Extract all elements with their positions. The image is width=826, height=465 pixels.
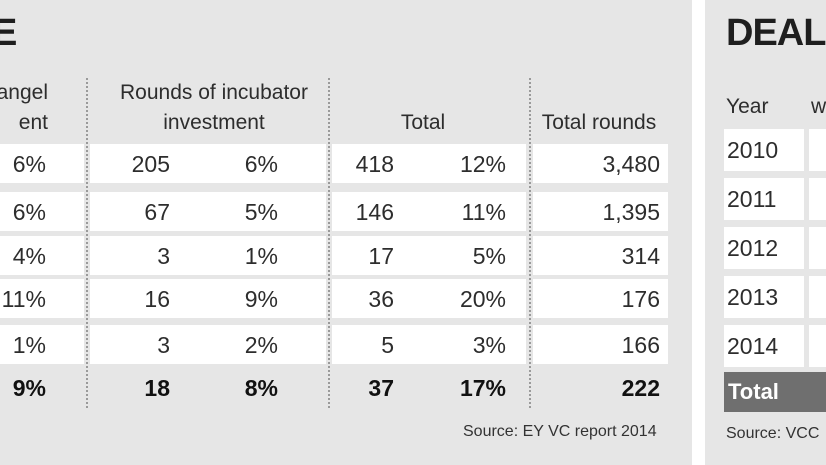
total-count-cell: 5 <box>381 332 394 358</box>
table-row-background <box>533 236 668 275</box>
left-table-title: E <box>0 12 17 54</box>
table-row-background <box>90 279 326 318</box>
total-count-cell: 37 <box>368 375 394 401</box>
column-divider <box>328 78 330 408</box>
total-rounds-cell: 3,480 <box>602 151 660 177</box>
year-cell: 2013 <box>727 284 779 310</box>
header-angel: angel ent <box>0 78 48 138</box>
angel-percent-cell: 4% <box>12 243 46 269</box>
left-source-note: Source: EY VC report 2014 <box>463 423 657 440</box>
year-row-background <box>724 276 804 318</box>
table-row-background <box>0 144 84 183</box>
header-angel-line1: angel <box>0 81 48 104</box>
table-row-background <box>90 236 326 275</box>
incubator-count-cell: 16 <box>144 286 170 312</box>
header-total: Total <box>400 111 446 134</box>
header-incubator-line1: Rounds of incubator <box>120 81 308 104</box>
total-percent-cell: 17% <box>459 375 506 401</box>
header-total-rounds: Total rounds <box>541 111 657 134</box>
incubator-percent-cell: 8% <box>244 375 278 401</box>
total-rounds-cell: 222 <box>621 375 660 401</box>
year-row-background <box>809 178 826 220</box>
year-row-background <box>724 129 804 171</box>
right-table-title: DEAL S <box>726 12 826 54</box>
table-row-background <box>90 192 326 231</box>
table-row-background <box>332 279 526 318</box>
column-divider <box>529 78 531 408</box>
year-cell: 2014 <box>727 333 779 359</box>
table-row-background <box>0 279 84 318</box>
total-row-bar <box>724 372 826 412</box>
incubator-percent-cell: 5% <box>244 199 278 225</box>
table-row-background <box>90 325 326 364</box>
table-row-background <box>0 236 84 275</box>
total-percent-cell: 20% <box>459 286 506 312</box>
header-incubator: Rounds of incubator investment <box>100 78 328 138</box>
total-percent-cell: 12% <box>459 151 506 177</box>
total-count-cell: 36 <box>368 286 394 312</box>
table-row-background <box>0 192 84 231</box>
incubator-count-cell: 3 <box>157 332 170 358</box>
year-cell: 2012 <box>727 235 779 261</box>
year-cell: 2011 <box>727 186 777 212</box>
total-count-cell: 146 <box>355 199 394 225</box>
incubator-count-cell: 205 <box>131 151 170 177</box>
total-rounds-cell: 1,395 <box>602 199 660 225</box>
right-source-note: Source: VCC <box>726 425 820 442</box>
total-rounds-cell: 176 <box>621 286 660 312</box>
left-table-panel <box>0 0 692 465</box>
table-row-background <box>332 236 526 275</box>
total-count-cell: 418 <box>355 151 394 177</box>
total-rounds-cell: 166 <box>621 332 660 358</box>
incubator-percent-cell: 9% <box>244 286 278 312</box>
incubator-percent-cell: 2% <box>244 332 278 358</box>
header-angel-line2: ent <box>18 111 48 134</box>
header-year: Year <box>726 95 769 118</box>
total-rounds-cell: 314 <box>621 243 660 269</box>
total-count-cell: 17 <box>368 243 394 269</box>
table-row-background <box>533 325 668 364</box>
angel-percent-cell: 9% <box>12 375 46 401</box>
year-row-background <box>809 129 826 171</box>
table-row-background <box>0 325 84 364</box>
angel-percent-cell: 11% <box>1 286 46 312</box>
incubator-percent-cell: 1% <box>244 243 278 269</box>
year-row-background <box>724 178 804 220</box>
angel-percent-cell: 6% <box>12 199 46 225</box>
angel-percent-cell: 6% <box>12 151 46 177</box>
year-row-background <box>724 325 804 367</box>
total-percent-cell: 11% <box>461 199 506 225</box>
header-incubator-line2: investment <box>163 111 265 134</box>
total-row-label: Total <box>728 379 779 404</box>
header-second-column: w <box>811 95 826 118</box>
year-row-background <box>724 227 804 269</box>
total-percent-cell: 5% <box>472 243 506 269</box>
angel-percent-cell: 1% <box>12 332 46 358</box>
year-cell: 2010 <box>727 137 779 163</box>
year-row-background <box>809 276 826 318</box>
incubator-count-cell: 67 <box>144 199 170 225</box>
column-divider <box>86 78 88 408</box>
table-row-background <box>533 279 668 318</box>
table-row-background <box>332 144 526 183</box>
table-row-background <box>332 192 526 231</box>
incubator-count-cell: 18 <box>144 375 170 401</box>
table-row-background <box>533 144 668 183</box>
table-row-background <box>90 144 326 183</box>
table-row-background <box>533 192 668 231</box>
incubator-percent-cell: 6% <box>244 151 278 177</box>
table-row-background <box>332 325 526 364</box>
year-row-background <box>809 325 826 367</box>
year-row-background <box>809 227 826 269</box>
total-percent-cell: 3% <box>472 332 506 358</box>
incubator-count-cell: 3 <box>157 243 170 269</box>
